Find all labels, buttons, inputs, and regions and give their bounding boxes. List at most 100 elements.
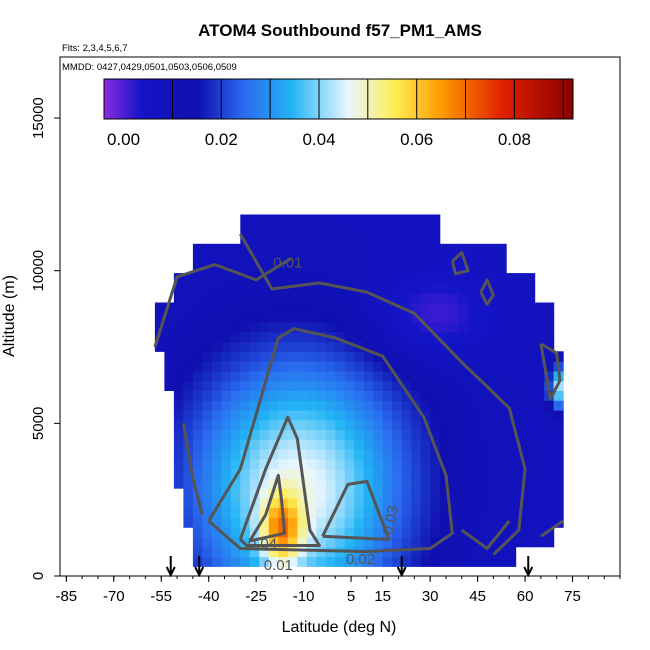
heatmap-cell xyxy=(259,458,270,470)
heatmap-cell xyxy=(211,409,222,421)
heatmap-cell xyxy=(306,458,317,470)
heatmap-cell xyxy=(506,536,517,548)
heatmap-cell xyxy=(363,361,374,372)
heatmap-cell xyxy=(297,351,308,362)
heatmap-cell xyxy=(230,331,241,343)
heatmap-cell xyxy=(306,536,317,548)
heatmap-cell xyxy=(316,282,327,294)
heatmap-cell xyxy=(249,214,260,225)
heatmap-cell xyxy=(221,478,232,489)
heatmap-cell xyxy=(363,322,374,333)
heatmap-cell xyxy=(249,370,260,382)
heatmap-cell xyxy=(268,380,279,391)
heatmap-cell xyxy=(458,243,469,255)
heatmap-cell xyxy=(392,302,403,313)
heatmap-cell xyxy=(192,331,203,343)
heatmap-cell xyxy=(534,390,545,401)
heatmap-cell xyxy=(192,361,203,372)
heatmap-cell xyxy=(487,243,498,255)
colorbar-tick-labels: 0.00 0.02 0.04 0.06 0.08 xyxy=(107,130,531,149)
heatmap-cell xyxy=(477,273,488,284)
heatmap-cell xyxy=(221,282,232,294)
heatmap-cell xyxy=(439,322,450,333)
heatmap-cell xyxy=(411,361,422,372)
heatmap-cell xyxy=(468,322,479,333)
heatmap-cell xyxy=(477,380,488,391)
heatmap-cell xyxy=(420,390,431,401)
heatmap-cell xyxy=(411,263,422,274)
heatmap-cell xyxy=(268,224,279,235)
heatmap-cell xyxy=(202,253,213,264)
heatmap-cell xyxy=(439,546,450,558)
heatmap-cell xyxy=(506,302,517,313)
heatmap-cell xyxy=(211,322,222,333)
heatmap-cell xyxy=(306,292,317,304)
heatmap-cell xyxy=(173,380,184,391)
flight-arrow-head xyxy=(396,566,407,578)
heatmap-cell xyxy=(392,439,403,450)
heatmap-cell xyxy=(268,556,279,567)
heatmap-cell xyxy=(240,419,251,431)
heatmap-cell xyxy=(316,370,327,382)
heatmap-cell xyxy=(240,478,251,489)
heatmap-cell xyxy=(477,439,488,450)
heatmap-cell xyxy=(354,497,365,509)
heatmap-cell xyxy=(382,439,393,450)
heatmap-cell xyxy=(373,331,384,343)
heatmap-cell xyxy=(496,507,507,518)
heatmap-cell xyxy=(401,341,412,352)
heatmap-cell xyxy=(173,409,184,421)
heatmap-cell xyxy=(287,273,298,284)
heatmap-cell xyxy=(335,507,346,518)
heatmap-cell xyxy=(316,331,327,343)
heatmap-cell xyxy=(335,302,346,313)
heatmap-cell xyxy=(316,253,327,264)
heatmap-cell xyxy=(382,312,393,323)
heatmap-cell xyxy=(468,263,479,274)
heatmap-cell xyxy=(439,556,450,567)
heatmap-cell xyxy=(525,536,536,548)
heatmap-cell xyxy=(240,263,251,274)
heatmap-cell xyxy=(553,488,564,499)
heatmap-cell xyxy=(496,390,507,401)
heatmap-cell xyxy=(259,234,270,245)
heatmap-cell xyxy=(553,458,564,470)
heatmap-cell xyxy=(211,273,222,284)
heatmap-cell xyxy=(325,468,336,479)
heatmap-cell xyxy=(287,507,298,518)
heatmap-cell xyxy=(544,302,555,313)
heatmap-cell xyxy=(544,507,555,518)
heatmap-cell xyxy=(164,331,175,343)
heatmap-cell xyxy=(240,370,251,382)
heatmap-cell xyxy=(183,458,194,470)
heatmap-cell xyxy=(192,351,203,362)
heatmap-cell xyxy=(420,517,431,528)
heatmap-cell xyxy=(202,243,213,255)
heatmap-cell xyxy=(401,243,412,255)
heatmap-cell xyxy=(411,331,422,343)
heatmap-cell xyxy=(477,243,488,255)
heatmap-cell xyxy=(534,361,545,372)
heatmap-cell xyxy=(534,370,545,382)
heatmap-cell xyxy=(420,556,431,567)
heatmap-cell xyxy=(487,341,498,352)
heatmap-cell xyxy=(458,380,469,391)
heatmap-cell xyxy=(335,292,346,304)
heatmap-cell xyxy=(249,322,260,333)
heatmap-cell xyxy=(230,282,241,294)
heatmap-cell xyxy=(173,322,184,333)
heatmap-cell xyxy=(211,488,222,499)
heatmap-cell xyxy=(278,302,289,313)
heatmap-cell xyxy=(458,331,469,343)
heatmap-cell xyxy=(506,292,517,304)
heatmap-cell xyxy=(553,497,564,509)
heatmap-cell xyxy=(534,351,545,362)
heatmap-cell xyxy=(344,488,355,499)
heatmap-cell xyxy=(249,234,260,245)
heatmap-cell xyxy=(259,224,270,235)
heatmap-cell xyxy=(354,214,365,225)
heatmap-cell xyxy=(173,449,184,460)
heatmap-cell xyxy=(506,527,517,538)
heatmap-cell xyxy=(354,419,365,431)
heatmap-cell xyxy=(344,390,355,401)
